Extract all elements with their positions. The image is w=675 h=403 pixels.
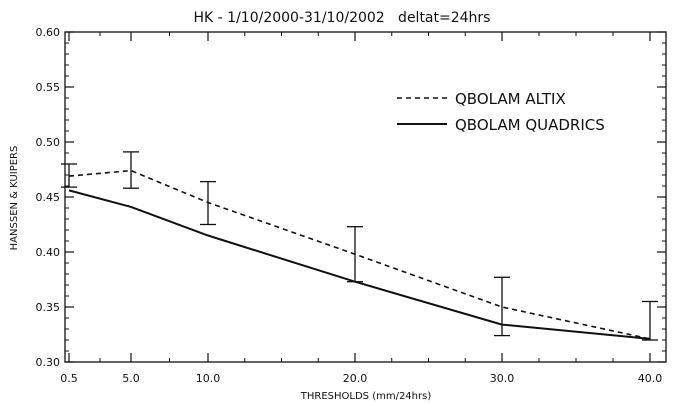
chart-title: HK - 1/10/2000-31/10/2002 deltat=24hrs (194, 10, 491, 26)
series-layer (61, 151, 658, 341)
y-tick-label: 0.40 (36, 246, 61, 259)
x-tick-label: 20.0 (343, 372, 368, 385)
legend-label-1: QBOLAM ALTIX (455, 90, 566, 108)
y-axis-ticks: 0.30 0.35 0.40 0.45 0.50 0.55 0.60 (36, 26, 666, 369)
y-axis-label: HANSSEN & KUIPERS (9, 146, 20, 251)
series-line-2 (68, 189, 651, 340)
x-tick-label: 30.0 (490, 372, 515, 385)
legend-label-2: QBOLAM QUADRICS (455, 116, 605, 134)
x-tick-label: 10.0 (196, 372, 221, 385)
x-tick-label: 0.5 (60, 372, 78, 385)
y-tick-label: 0.60 (36, 26, 61, 39)
y-tick-label: 0.55 (36, 81, 61, 94)
y-tick-label: 0.50 (36, 136, 61, 149)
y-tick-label: 0.45 (36, 191, 61, 204)
x-tick-label: 5.0 (122, 372, 140, 385)
y-tick-label: 0.30 (36, 356, 61, 369)
y-tick-label: 0.35 (36, 301, 61, 314)
x-axis-ticks: 0.5 5.0 10.0 20.0 30.0 40.0 (60, 32, 662, 385)
legend: QBOLAM ALTIX QBOLAM QUADRICS (397, 90, 605, 134)
x-axis-label: THRESHOLDS (mm/24hrs) (300, 391, 432, 402)
x-tick-label: 40.0 (638, 372, 663, 385)
